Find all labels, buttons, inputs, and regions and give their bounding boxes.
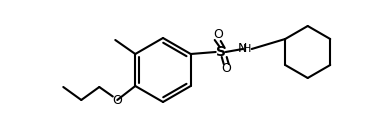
Text: H: H bbox=[242, 44, 251, 54]
Text: S: S bbox=[216, 45, 226, 59]
Text: N: N bbox=[238, 43, 248, 55]
Text: O: O bbox=[113, 93, 122, 107]
Text: O: O bbox=[221, 62, 230, 76]
Text: O: O bbox=[213, 29, 223, 41]
